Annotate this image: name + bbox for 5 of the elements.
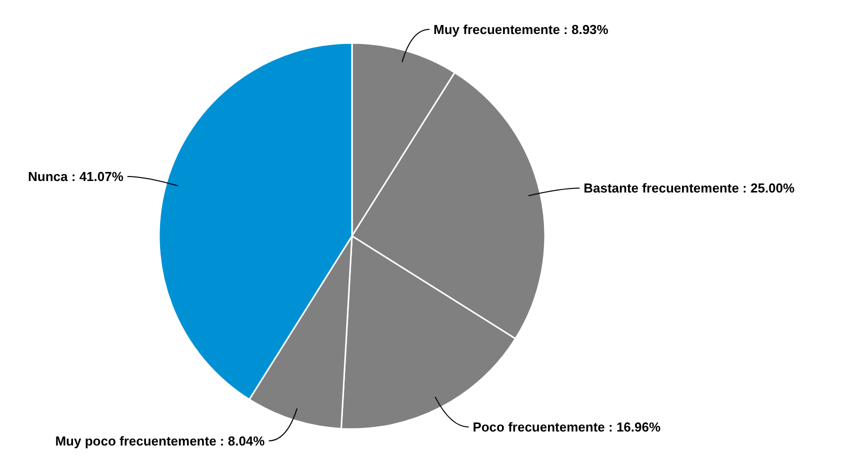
- slice-label: Muy frecuentemente : 8.93%: [434, 22, 609, 37]
- slice-label: Nunca : 41.07%: [28, 169, 124, 184]
- slice-label: Muy poco frecuentemente : 8.04%: [55, 433, 266, 448]
- slice-label: Bastante frecuentemente : 25.00%: [584, 180, 796, 196]
- slice-label: Poco frecuentemente : 16.96%: [472, 420, 661, 435]
